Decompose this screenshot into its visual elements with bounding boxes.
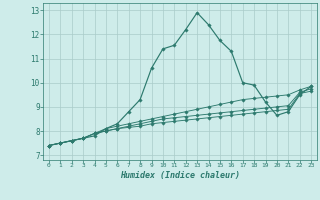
X-axis label: Humidex (Indice chaleur): Humidex (Indice chaleur) (120, 171, 240, 180)
